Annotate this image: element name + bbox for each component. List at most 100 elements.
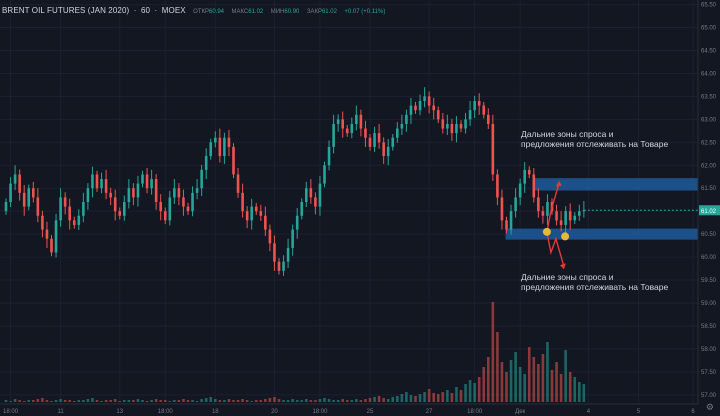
volume-bar <box>341 399 344 402</box>
annotation-top-line1: Дальние зоны спроса и <box>521 129 614 139</box>
volume-bar <box>409 395 413 402</box>
candle-body <box>514 197 517 212</box>
volume-bar <box>277 399 281 402</box>
candle-body <box>277 261 281 271</box>
candle-body <box>459 123 463 129</box>
candle-body <box>273 243 276 262</box>
candle-body <box>54 220 58 253</box>
time-axis-tick: 6 <box>691 409 695 415</box>
candle-body <box>141 174 144 184</box>
time-axis-tick: Дек <box>515 409 525 415</box>
candle-body <box>104 179 108 193</box>
ohlc-low-label: МИН <box>270 9 285 15</box>
symbol-name[interactable]: BRENT OIL FUTURES (JAN 2020) <box>2 6 130 15</box>
volume-bar <box>482 367 486 402</box>
candle-body <box>218 137 222 157</box>
volume-bar <box>54 400 58 402</box>
time-axis-tick: 18:00 <box>467 409 483 415</box>
candle-body <box>386 146 390 157</box>
candle-body <box>27 188 31 207</box>
candle-body <box>236 174 240 193</box>
volume-bar <box>537 364 540 402</box>
price-axis-tick: 60.50 <box>701 232 717 238</box>
volume-bar <box>227 399 231 402</box>
candle-body <box>95 174 99 189</box>
candle-body <box>441 119 445 129</box>
volume-bar <box>91 398 94 402</box>
volume-bar <box>459 390 463 402</box>
annotation-bottom[interactable]: Дальние зоны спроса и предложения отслеж… <box>521 272 668 292</box>
candle-body <box>77 215 81 225</box>
time-axis-tick: 13 <box>116 409 123 415</box>
candle-body <box>527 169 531 175</box>
volume-bar <box>286 400 290 402</box>
volume-bar <box>541 354 545 402</box>
volume-bar <box>582 384 586 402</box>
volume-bar <box>214 399 217 402</box>
volume-bar <box>191 400 194 402</box>
candle-body <box>18 174 21 193</box>
price-axis-tick: 59.00 <box>701 301 717 307</box>
candle-body <box>186 206 190 212</box>
interval-label[interactable]: 60 <box>140 6 151 15</box>
time-axis-tick: 27 <box>426 409 433 415</box>
volume-bar <box>450 393 454 402</box>
candle-body <box>214 137 217 143</box>
volume-bar <box>204 398 208 402</box>
volume-bar <box>295 400 299 402</box>
gear-icon[interactable]: ⚙ <box>705 403 714 413</box>
volume-bar <box>18 400 21 402</box>
volume-bar <box>36 399 40 402</box>
volume-bar <box>68 400 71 402</box>
candle-body <box>368 137 372 147</box>
volume-bar <box>32 400 35 402</box>
price-axis-tick: 63.00 <box>701 117 717 123</box>
ohlc-open-label: ОТКР <box>193 9 209 15</box>
candle-body <box>109 192 112 198</box>
volume-bar <box>309 400 313 402</box>
annotation-top[interactable]: Дальние зоны спроса и предложения отслеж… <box>521 129 668 149</box>
volume-bar <box>382 398 385 402</box>
candle-body <box>541 211 545 216</box>
candle-body <box>295 215 299 230</box>
candle-body <box>150 179 153 189</box>
candle-body <box>559 220 563 225</box>
volume-bar <box>168 401 172 402</box>
volume-bar <box>555 362 558 402</box>
ohlc-high-value: 61.02 <box>248 9 264 15</box>
candle-body <box>245 211 249 221</box>
volume-bar <box>118 401 122 402</box>
candle-body <box>4 202 8 212</box>
volume-bar <box>418 394 422 402</box>
volume-bar <box>364 399 367 402</box>
time-axis-tick: 18 <box>212 409 219 415</box>
volume-bar <box>318 399 322 402</box>
volume-bar <box>209 397 213 402</box>
candle-body <box>72 220 76 225</box>
candle-body <box>241 192 244 212</box>
volume-bar <box>109 400 112 402</box>
volume-bar <box>327 399 331 402</box>
volume-bar <box>254 400 258 402</box>
volume-bar <box>241 399 244 402</box>
volume-bar <box>314 400 317 402</box>
price-axis-tick: 65.00 <box>701 26 717 32</box>
candle-body <box>473 101 476 111</box>
volume-bar <box>218 400 222 402</box>
volume-bar <box>336 400 340 402</box>
candle-body <box>491 123 495 175</box>
candle-body <box>423 96 426 101</box>
volume-bar <box>368 398 372 402</box>
candle-body <box>418 101 422 111</box>
volume-bar <box>432 393 435 402</box>
candle-body <box>200 169 203 189</box>
volume-bar <box>559 374 563 402</box>
candle-body <box>464 119 467 129</box>
last-price-label: 61.02 <box>701 209 717 215</box>
candle-body <box>396 128 399 138</box>
volume-bar <box>405 392 408 402</box>
volume-bar <box>50 401 53 402</box>
candle-body <box>382 142 385 157</box>
